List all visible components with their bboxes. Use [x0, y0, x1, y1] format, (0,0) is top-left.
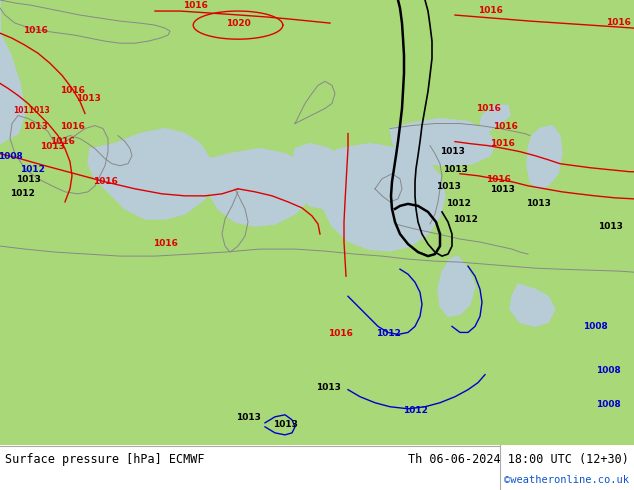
- Text: 1013: 1013: [39, 142, 65, 150]
- Text: 1016: 1016: [153, 239, 178, 248]
- Polygon shape: [292, 144, 350, 209]
- Text: 1016: 1016: [60, 122, 84, 130]
- Text: ©weatheronline.co.uk: ©weatheronline.co.uk: [504, 475, 629, 485]
- Text: 1020: 1020: [226, 19, 250, 27]
- Polygon shape: [510, 284, 555, 326]
- Text: 1012: 1012: [453, 215, 477, 224]
- Text: 1013: 1013: [439, 147, 465, 156]
- Polygon shape: [88, 128, 215, 219]
- Text: Th 06-06-2024 18:00 UTC (12+30): Th 06-06-2024 18:00 UTC (12+30): [408, 453, 629, 466]
- Text: 1008: 1008: [583, 322, 607, 331]
- Polygon shape: [527, 125, 562, 189]
- Text: 1016: 1016: [49, 137, 74, 146]
- Text: 1016: 1016: [477, 6, 502, 15]
- Text: 1013: 1013: [436, 182, 460, 191]
- Text: 1013: 1013: [16, 175, 41, 184]
- Text: 1012: 1012: [446, 199, 470, 208]
- Polygon shape: [480, 105, 510, 132]
- Polygon shape: [205, 148, 315, 226]
- Text: 1008: 1008: [595, 400, 621, 409]
- Text: 1013: 1013: [443, 165, 467, 174]
- Text: 1013: 1013: [236, 413, 261, 422]
- Text: 1012: 1012: [375, 329, 401, 339]
- Text: 1016: 1016: [493, 122, 517, 130]
- Text: 1016: 1016: [486, 175, 510, 184]
- Text: 1016: 1016: [183, 1, 207, 10]
- Text: 1016: 1016: [328, 329, 353, 339]
- Polygon shape: [438, 256, 475, 317]
- Text: 1016: 1016: [93, 177, 117, 186]
- Text: 1012: 1012: [403, 406, 427, 415]
- Text: 1013: 1013: [598, 222, 623, 231]
- Text: 1013: 1013: [23, 122, 48, 130]
- Text: 1013: 1013: [526, 199, 550, 208]
- Text: 1008: 1008: [595, 366, 621, 375]
- Text: 1011013: 1011013: [13, 106, 50, 116]
- Text: 1016: 1016: [60, 86, 84, 96]
- Text: 1016: 1016: [23, 26, 48, 35]
- Text: 1016: 1016: [489, 139, 514, 147]
- Text: 1016: 1016: [605, 18, 630, 27]
- Text: 1012: 1012: [20, 165, 44, 174]
- Polygon shape: [383, 179, 438, 224]
- Text: 1008: 1008: [0, 152, 22, 161]
- Text: 1013: 1013: [316, 383, 340, 392]
- Polygon shape: [318, 144, 445, 251]
- Polygon shape: [0, 0, 25, 144]
- Text: 1013: 1013: [75, 95, 100, 103]
- Text: Surface pressure [hPa] ECMWF: Surface pressure [hPa] ECMWF: [5, 453, 205, 466]
- Text: 1016: 1016: [476, 104, 500, 114]
- Polygon shape: [390, 119, 495, 166]
- Text: 1013: 1013: [489, 185, 514, 194]
- Text: 1013: 1013: [273, 420, 297, 429]
- Text: 1012: 1012: [10, 189, 34, 198]
